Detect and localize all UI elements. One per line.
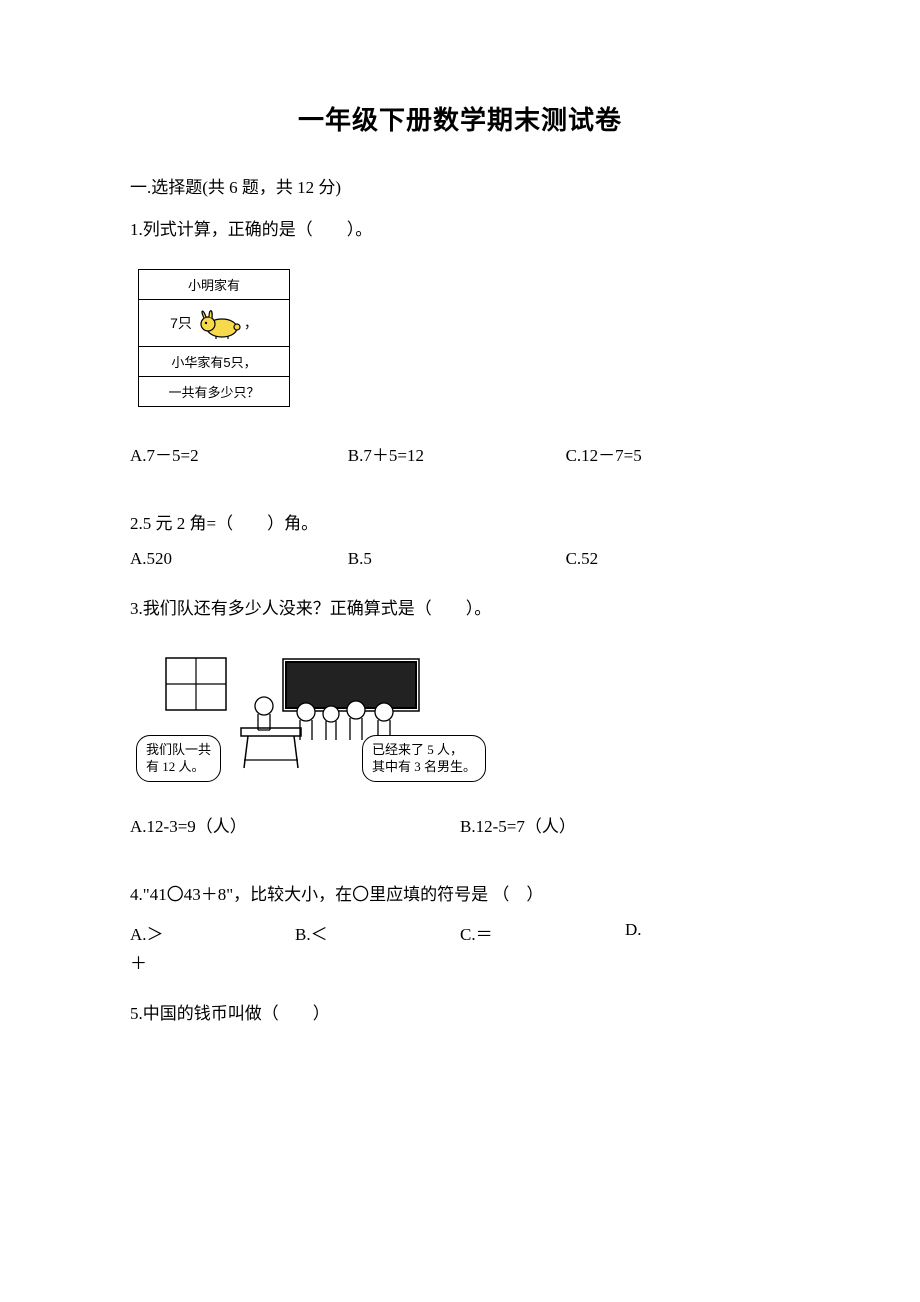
q3-bubble-right-l2: 其中有 3 名男生。 <box>372 759 476 774</box>
q1-box-line1: 小明家有 <box>139 270 289 300</box>
q3-stem: 3.我们队还有多少人没来？正确算式是（ ）。 <box>130 595 790 624</box>
q3-bubble-left-l2: 有 12 人。 <box>146 759 205 774</box>
q1-option-a[interactable]: A.7－5=2 <box>130 441 348 466</box>
q2-option-a[interactable]: A.520 <box>130 549 348 569</box>
q2-option-c[interactable]: C.52 <box>566 549 784 569</box>
section-header-1: 一.选择题(共 6 题，共 12 分) <box>130 173 790 198</box>
q3-options: A.12-3=9（人） B.12-5=7（人） <box>130 812 790 837</box>
q2-options: A.520 B.5 C.52 <box>130 549 790 569</box>
q4-option-c[interactable]: C.＝ <box>460 920 625 945</box>
q3-bubble-left: 我们队一共 有 12 人。 <box>136 735 221 782</box>
page: 一年级下册数学期末测试卷 一.选择题(共 6 题，共 12 分) 1.列式计算，… <box>0 0 920 1302</box>
page-title: 一年级下册数学期末测试卷 <box>130 100 790 137</box>
q3-option-a[interactable]: A.12-3=9（人） <box>130 812 460 837</box>
q3-bubble-right-l1: 已经来了 5 人， <box>372 742 463 757</box>
q3-option-b[interactable]: B.12-5=7（人） <box>460 812 790 837</box>
q1-illustration: 小明家有 7只 ， 小华家有5只， 一共有多少只？ <box>138 269 290 407</box>
q1-box-line2: 小华家有5只， <box>139 347 289 377</box>
q3-bubble-right: 已经来了 5 人， 其中有 3 名男生。 <box>362 735 486 782</box>
q4-option-b[interactable]: B.＜ <box>295 920 460 945</box>
q5-stem: 5.中国的钱币叫做（ ） <box>130 1000 790 1029</box>
q1-option-b[interactable]: B.7＋5=12 <box>348 441 566 466</box>
q4-stem: 4."41〇43＋8"，比较大小，在〇里应填的符号是 （ ） <box>130 881 790 910</box>
q1-option-c[interactable]: C.12－7=5 <box>566 441 784 466</box>
q3-illustration: 我们队一共 有 12 人。 已经来了 5 人， 其中有 3 名男生。 <box>146 650 476 790</box>
q1-box-rabbit-row: 7只 ， <box>139 300 289 347</box>
q1-stem: 1.列式计算，正确的是（ ）。 <box>130 216 790 245</box>
q1-rabbit-count: 7只 <box>170 313 192 333</box>
q4-option-d[interactable]: D. <box>625 920 790 945</box>
q3-bubble-left-l1: 我们队一共 <box>146 742 211 757</box>
q4-option-a[interactable]: A.＞ <box>130 920 295 945</box>
q1-options: A.7－5=2 B.7＋5=12 C.12－7=5 <box>130 441 790 466</box>
q2-option-b[interactable]: B.5 <box>348 549 566 569</box>
q1-box-line3: 一共有多少只？ <box>139 377 289 406</box>
q2-stem: 2.5 元 2 角=（ ）角。 <box>130 510 790 539</box>
rabbit-icon <box>194 306 242 340</box>
q1-rabbit-comma: ， <box>244 313 258 333</box>
q4-option-d-extra: ＋ <box>130 949 790 974</box>
q4-options: A.＞ B.＜ C.＝ D. ＋ <box>130 920 790 974</box>
